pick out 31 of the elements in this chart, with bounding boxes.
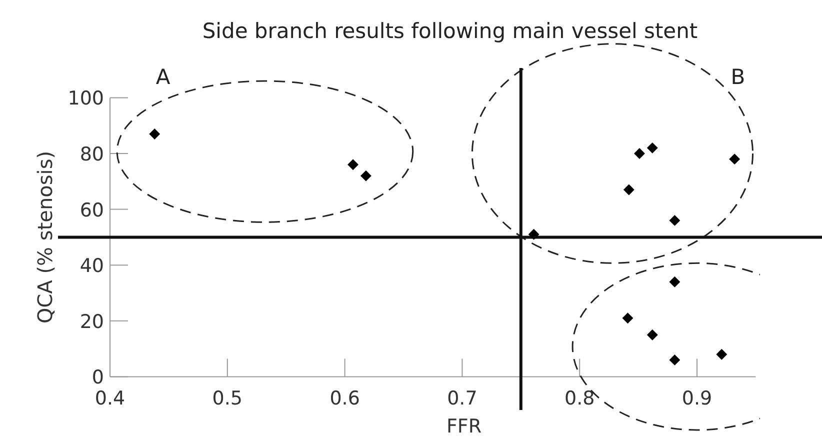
point xyxy=(360,170,372,182)
point xyxy=(528,228,540,240)
y-tick-label: 60 xyxy=(80,199,104,222)
point xyxy=(669,214,680,226)
y-tick-label: 0 xyxy=(92,366,104,389)
point xyxy=(149,128,160,140)
text: B xyxy=(730,65,746,89)
point xyxy=(669,276,680,288)
y-tick-label: 100 xyxy=(68,88,104,110)
y-tick-label: 40 xyxy=(80,255,104,278)
chart-title: Side branch results following main vessel stent xyxy=(202,19,698,43)
point xyxy=(622,312,634,324)
point xyxy=(646,329,658,340)
point xyxy=(716,348,728,360)
x-tick-label: 0.6 xyxy=(330,388,360,410)
point xyxy=(646,142,658,154)
x-tick-label: 0.8 xyxy=(564,388,595,410)
point xyxy=(634,148,645,159)
text: A xyxy=(156,65,171,89)
x-axis-title: FFR xyxy=(446,416,482,438)
y-tick-label: 20 xyxy=(80,310,104,333)
point xyxy=(348,159,358,170)
point xyxy=(669,354,680,366)
x-tick-label: 0.4 xyxy=(94,388,126,410)
point xyxy=(729,154,740,165)
x-tick-label: 0.5 xyxy=(212,388,243,410)
x-tick-label: 0.7 xyxy=(447,388,478,410)
x-tick-label: 0.9 xyxy=(682,388,712,410)
y-tick-label: 80 xyxy=(80,144,104,166)
point xyxy=(623,184,634,196)
y-axis-title: QCA (% stenosis) xyxy=(33,150,57,324)
